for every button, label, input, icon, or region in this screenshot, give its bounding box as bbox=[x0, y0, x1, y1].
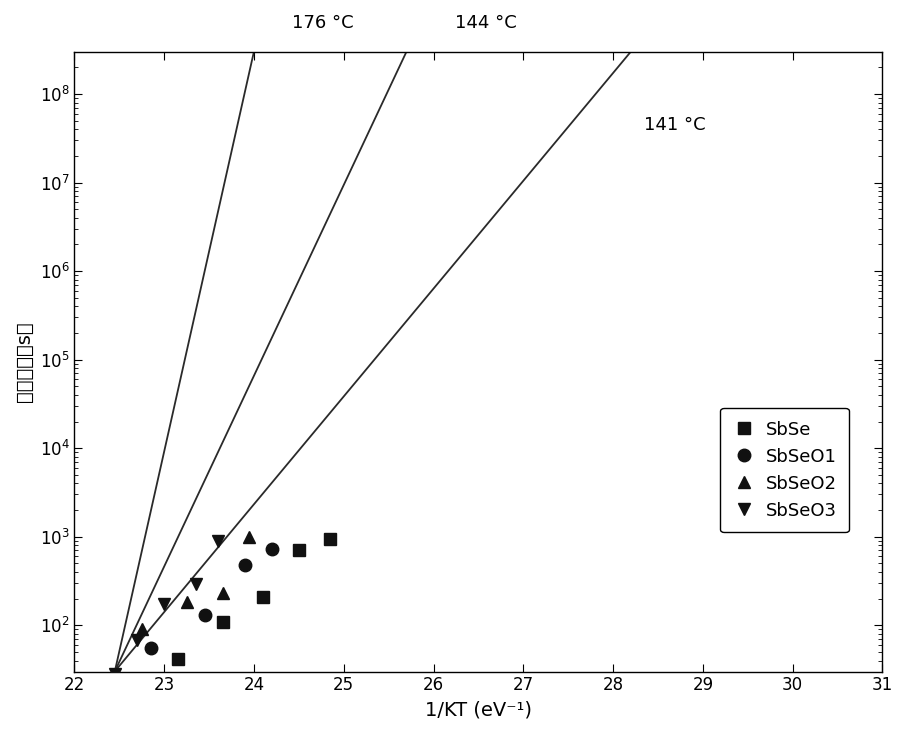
SbSeO3 bbox=[109, 670, 120, 679]
SbSeO2 bbox=[244, 532, 255, 541]
SbSeO1 bbox=[145, 644, 156, 653]
SbSe bbox=[217, 617, 228, 626]
Text: 141 °C: 141 °C bbox=[645, 116, 706, 134]
SbSeO3 bbox=[212, 537, 223, 545]
Line: SbSeO3: SbSeO3 bbox=[109, 534, 224, 680]
Line: SbSeO1: SbSeO1 bbox=[144, 543, 278, 655]
SbSe bbox=[325, 534, 336, 543]
Line: SbSe: SbSe bbox=[172, 532, 337, 665]
Line: SbSeO2: SbSeO2 bbox=[135, 531, 256, 636]
SbSeO2 bbox=[182, 597, 192, 606]
SbSe bbox=[258, 592, 269, 601]
SbSeO3 bbox=[159, 600, 170, 608]
X-axis label: 1/KT (eV⁻¹): 1/KT (eV⁻¹) bbox=[425, 700, 532, 719]
SbSe bbox=[293, 546, 304, 555]
SbSeO1 bbox=[199, 611, 210, 619]
SbSeO3 bbox=[190, 580, 201, 589]
Text: 176 °C: 176 °C bbox=[291, 13, 353, 32]
SbSeO1 bbox=[240, 561, 251, 570]
SbSeO2 bbox=[136, 625, 147, 633]
SbSeO2 bbox=[217, 589, 228, 597]
SbSe bbox=[173, 654, 183, 663]
Y-axis label: 失效时间（s）: 失效时间（s） bbox=[15, 321, 34, 402]
SbSeO1 bbox=[266, 545, 277, 553]
Legend: SbSe, SbSeO1, SbSeO2, SbSeO3: SbSe, SbSeO1, SbSeO2, SbSeO3 bbox=[720, 408, 849, 532]
Text: 144 °C: 144 °C bbox=[455, 13, 517, 32]
SbSeO3 bbox=[132, 636, 143, 644]
